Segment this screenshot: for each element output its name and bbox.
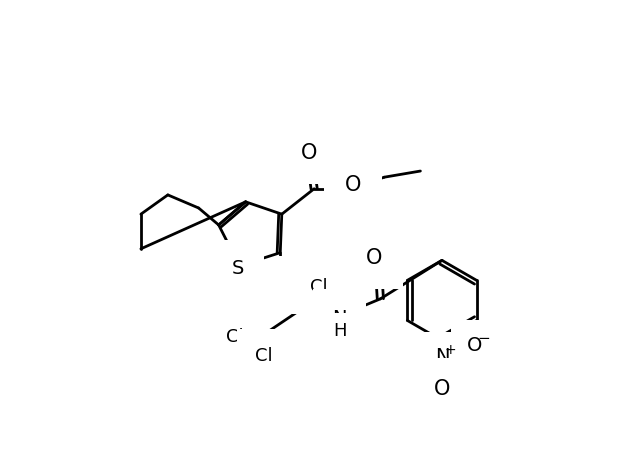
Text: O: O <box>366 248 382 268</box>
Text: Cl: Cl <box>255 347 273 365</box>
Text: Cl: Cl <box>232 310 250 328</box>
Text: N: N <box>435 347 449 366</box>
Text: N: N <box>332 309 347 328</box>
Text: Cl: Cl <box>227 328 244 346</box>
Text: O: O <box>467 336 482 355</box>
Text: Cl: Cl <box>310 278 328 296</box>
Text: S: S <box>232 259 244 279</box>
Text: O: O <box>434 379 450 399</box>
Text: −: − <box>477 331 490 346</box>
Text: NH: NH <box>294 274 321 292</box>
Text: O: O <box>301 144 317 163</box>
Text: H: H <box>333 322 346 340</box>
Text: +: + <box>445 343 456 357</box>
Text: O: O <box>344 175 361 195</box>
